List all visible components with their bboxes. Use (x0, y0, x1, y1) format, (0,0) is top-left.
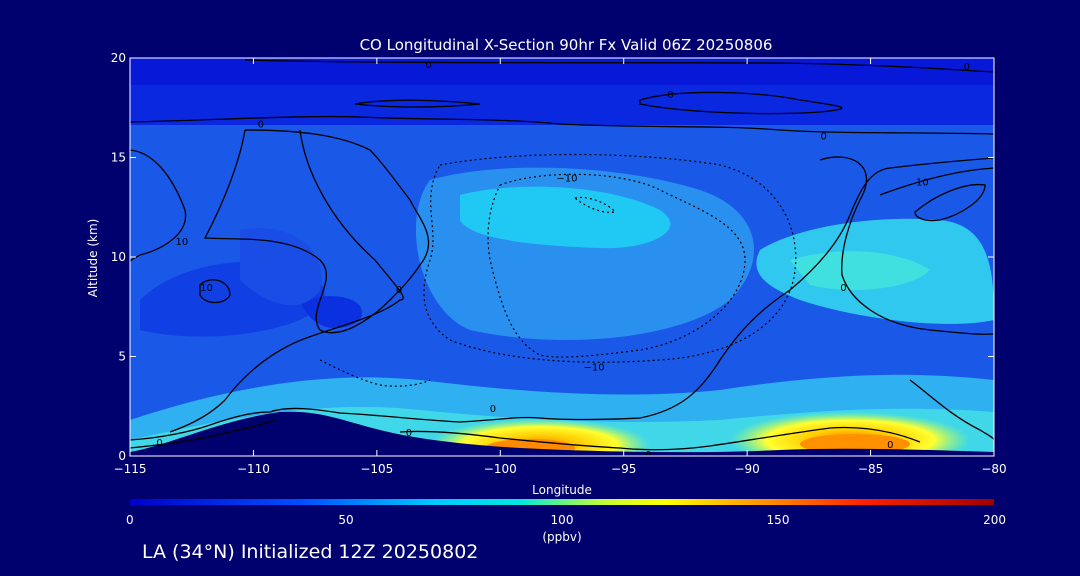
contour-ten-east (879, 167, 994, 196)
contours-negative (319, 153, 797, 387)
contour-label: 0 (840, 283, 846, 294)
contour-label: 0 (258, 120, 264, 131)
colorbar-bar (130, 499, 994, 505)
field-hi-east-core (790, 251, 930, 290)
contour-zero-upper (130, 115, 994, 135)
field-stratosphere-intrusion (240, 228, 322, 306)
contour-zero-surface-mid (399, 426, 921, 451)
contour-label: 0 (406, 428, 412, 439)
contour-zero-east-low (909, 379, 994, 441)
contour-minus-ten-outer (423, 153, 797, 363)
field-band-top (130, 58, 994, 85)
contour-ten-cell (199, 279, 231, 304)
contour-zero-west (203, 129, 430, 334)
contour-ten-west (130, 149, 187, 263)
y-tick-label: 15 (111, 151, 126, 165)
x-axis: −115 −110 −105 −100 −95 −90 −85 −80 (114, 58, 1007, 476)
contour-label: 0 (887, 440, 893, 451)
contour-label: 0 (396, 285, 402, 296)
contour-label: 10 (200, 283, 213, 294)
contours (130, 59, 994, 451)
contour-labels: 0 0 0 0 0 −10 10 10 10 0 0 −10 0 0 0 0 0 (156, 60, 970, 461)
colorbar: 0 50 100 150 200 (ppbv) (126, 499, 1006, 544)
plot-area: 0 0 0 0 0 −10 10 10 10 0 0 −10 0 0 0 0 0 (130, 58, 994, 461)
y-tick-label: 5 (118, 350, 126, 364)
contour-label: 0 (667, 90, 673, 101)
contour-zero-east (819, 156, 994, 335)
y-tick-label: 10 (111, 250, 126, 264)
contour-label: 0 (156, 438, 162, 449)
x-tick-label: −100 (484, 462, 517, 476)
x-tick-label: −115 (114, 462, 147, 476)
contour-minus-ten-lens (574, 196, 617, 213)
contour-label: −10 (584, 362, 605, 373)
y-axis-label: Altitude (km) (86, 219, 100, 298)
contour-zero-lens-west (354, 99, 481, 108)
contour-minus-ten-low (319, 359, 431, 387)
colorbar-tick-label: 50 (338, 513, 353, 527)
field-lowcore-center (300, 296, 362, 329)
terrain (130, 411, 994, 456)
contour-zero-top (244, 59, 994, 73)
contour-label: 0 (820, 132, 826, 143)
contour-zero-trough (169, 129, 404, 433)
contour-label: 0 (490, 404, 496, 415)
contour-label: 0 (645, 450, 651, 461)
contour-zero-surface-west (130, 419, 276, 449)
x-tick-label: −80 (981, 462, 1006, 476)
contour-label: 10 (175, 237, 188, 248)
y-tick-label: 20 (111, 51, 126, 65)
x-tick-label: −90 (734, 462, 759, 476)
contour-label: 0 (964, 62, 970, 73)
x-tick-label: −105 (360, 462, 393, 476)
field-hi-core (460, 186, 671, 249)
x-tick-label: −110 (237, 462, 270, 476)
chart-title: CO Longitudinal X-Section 90hr Fx Valid … (360, 36, 773, 54)
colorbar-ticks: 0 50 100 150 200 (126, 513, 1006, 527)
run-info-footer: LA (34°N) Initialized 12Z 20250802 (142, 541, 479, 563)
contour-label: 0 (426, 60, 432, 71)
contour-ten-east-cell (914, 183, 986, 222)
plume-east (730, 412, 970, 456)
contour-zero-lens-east (639, 91, 843, 115)
colorbar-tick-label: 100 (551, 513, 574, 527)
x-axis-label: Longitude (532, 483, 592, 497)
colorbar-tick-label: 200 (983, 513, 1006, 527)
x-tick-label: −95 (611, 462, 636, 476)
y-axis: 0 5 10 15 20 (111, 51, 994, 463)
contour-label: −10 (556, 173, 577, 184)
colorbar-tick-label: 0 (126, 513, 134, 527)
contour-zero-low (130, 157, 994, 441)
contour-label: 10 (916, 177, 929, 188)
y-tick-label: 0 (118, 449, 126, 463)
colorbar-unit-label: (ppbv) (542, 530, 581, 544)
colorbar-tick-label: 150 (767, 513, 790, 527)
x-tick-label: −85 (858, 462, 883, 476)
